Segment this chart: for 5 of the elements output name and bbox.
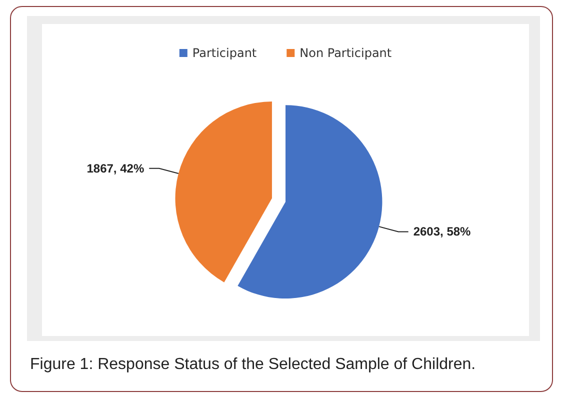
legend-label: Non Participant: [300, 46, 392, 60]
caption: Figure 1: Response Status of the Selected Sample of Children.: [30, 356, 477, 374]
data-label: 1867, 42%: [86, 161, 144, 176]
legend-label: Participant: [192, 46, 257, 60]
data-label: 2603, 58%: [413, 224, 472, 239]
